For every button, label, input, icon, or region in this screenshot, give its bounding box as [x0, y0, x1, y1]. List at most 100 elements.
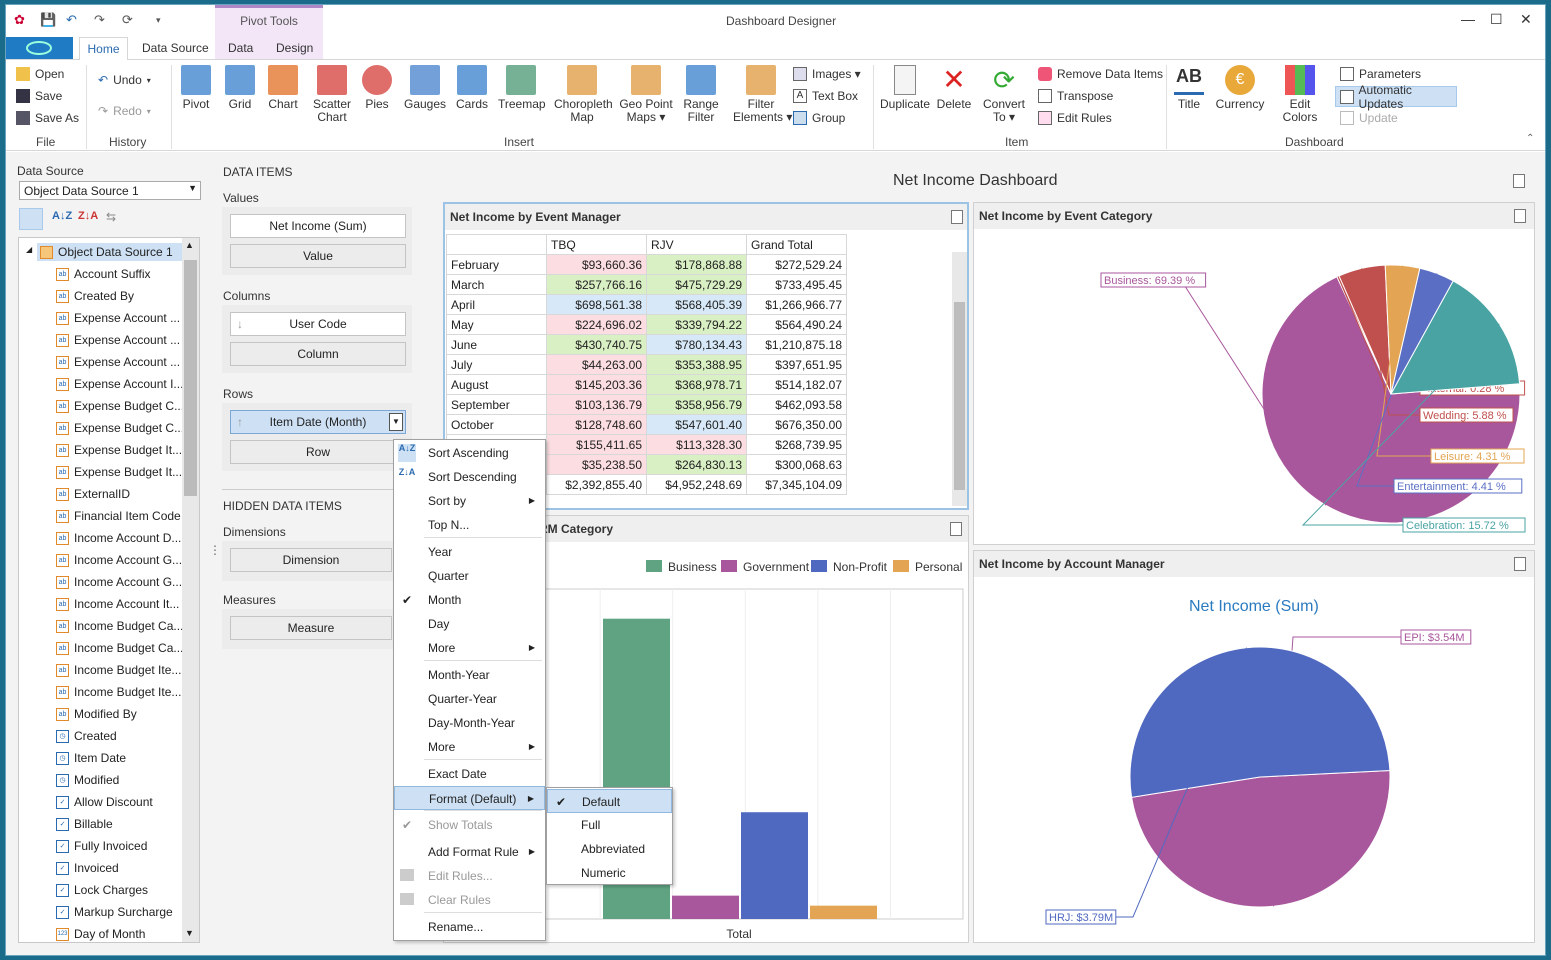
- chevron-down-icon[interactable]: ▼: [389, 413, 403, 431]
- insert-chart-button[interactable]: Chart: [266, 65, 300, 111]
- insert-grid-button[interactable]: Grid: [224, 65, 256, 111]
- automatic-updates-toggle[interactable]: Automatic Updates: [1335, 83, 1457, 111]
- expand-icon[interactable]: ◢: [26, 245, 33, 254]
- export-icon[interactable]: [1514, 557, 1526, 571]
- field-item[interactable]: ab Expense Budget It...: [56, 443, 182, 457]
- sort-az-icon[interactable]: A↓Z: [52, 210, 73, 222]
- redo-qat-icon[interactable]: ↷: [94, 12, 105, 27]
- menu-item-clear-rules[interactable]: Clear Rules: [394, 888, 545, 912]
- parameters-button[interactable]: Parameters: [1340, 67, 1421, 81]
- refresh-qat-icon[interactable]: ⟳: [122, 12, 133, 27]
- field-item[interactable]: ab Modified By: [56, 707, 137, 721]
- save-qat-icon[interactable]: 💾: [40, 12, 57, 27]
- field-item[interactable]: ✓ Markup Surcharge: [56, 905, 173, 919]
- duplicate-button[interactable]: Duplicate: [879, 65, 931, 111]
- format-option-abbreviated[interactable]: Abbreviated: [547, 837, 672, 861]
- menu-item-format-default[interactable]: Format (Default) ▶: [394, 786, 545, 810]
- export-icon[interactable]: [1513, 174, 1525, 188]
- menu-item-day-month-year[interactable]: Day-Month-Year: [394, 711, 545, 735]
- field-item[interactable]: ✓ Billable: [56, 817, 113, 831]
- menu-item-sort-descending[interactable]: Sort Descending Z↓A: [394, 465, 545, 489]
- field-item[interactable]: ◷ Created: [56, 729, 117, 743]
- field-item[interactable]: ab Account Suffix: [56, 267, 151, 281]
- currency-button[interactable]: € Currency: [1214, 65, 1266, 111]
- field-item[interactable]: ◷ Item Date: [56, 751, 126, 765]
- field-item[interactable]: ab Expense Budget C...: [56, 421, 184, 435]
- group-view-icon[interactable]: [19, 208, 43, 230]
- pivot-column-header[interactable]: [446, 234, 547, 255]
- convert-to-button[interactable]: ⟳ Convert To ▾: [981, 65, 1027, 124]
- delete-button[interactable]: ✕ Delete: [933, 65, 975, 111]
- edit-colors-button[interactable]: Edit Colors: [1272, 65, 1328, 124]
- insert-range-button[interactable]: Range Filter: [679, 65, 723, 124]
- menu-item-top-n[interactable]: Top N...: [394, 513, 545, 537]
- scrollbar-thumb[interactable]: [184, 260, 197, 496]
- field-item[interactable]: 123 Day of Month: [56, 927, 145, 941]
- field-item[interactable]: ab Income Budget Ite...: [56, 663, 181, 677]
- insert-pivot-button[interactable]: Pivot: [178, 65, 214, 111]
- menu-item-more[interactable]: More ▶: [394, 636, 545, 660]
- export-icon[interactable]: [950, 522, 962, 536]
- collapse-ribbon-icon[interactable]: ⌃: [1526, 133, 1535, 144]
- pivot-column-header[interactable]: Grand Total: [746, 234, 847, 255]
- field-item[interactable]: ab Income Account D...: [56, 531, 181, 545]
- splitter-grip-icon[interactable]: ⋮: [209, 543, 221, 557]
- menu-item-year[interactable]: Year: [394, 540, 545, 564]
- menu-item-add-format-rule[interactable]: Add Format Rule ▶: [394, 840, 545, 864]
- refresh-fields-icon[interactable]: ⇆: [106, 210, 117, 224]
- field-item[interactable]: ✓ Allow Discount: [56, 795, 153, 809]
- item-date-item[interactable]: ↑ Item Date (Month) ▼: [230, 410, 406, 434]
- open-button[interactable]: Open: [16, 67, 64, 81]
- transpose-button[interactable]: Transpose: [1038, 89, 1113, 103]
- menu-item-quarter[interactable]: Quarter: [394, 564, 545, 588]
- pivot-column-header[interactable]: RJV: [646, 234, 747, 255]
- insert-cards-button[interactable]: Cards: [455, 65, 489, 111]
- close-button[interactable]: ✕: [1520, 11, 1532, 27]
- column-placeholder[interactable]: Column: [230, 342, 406, 366]
- menu-item-sort-by[interactable]: Sort by ▶: [394, 489, 545, 513]
- scroll-down-icon[interactable]: ▼: [185, 928, 194, 938]
- export-icon[interactable]: [1514, 209, 1526, 223]
- dimension-placeholder[interactable]: Dimension: [230, 548, 392, 572]
- export-icon[interactable]: [951, 210, 963, 224]
- minimize-button[interactable]: —: [1461, 11, 1475, 27]
- field-item[interactable]: ab ExternalID: [56, 487, 130, 501]
- tab-data-source[interactable]: Data Source: [142, 41, 209, 55]
- format-option-default[interactable]: Default ✔: [547, 789, 672, 813]
- net-income-item[interactable]: Net Income (Sum): [230, 214, 406, 238]
- text-box-button[interactable]: A Text Box: [793, 89, 858, 103]
- pivot-column-header[interactable]: TBQ: [546, 234, 647, 255]
- tab-data[interactable]: Data: [228, 41, 254, 55]
- field-item[interactable]: ✓ Lock Charges: [56, 883, 148, 897]
- user-code-item[interactable]: ↓ User Code: [230, 312, 406, 336]
- group-button[interactable]: Group: [793, 111, 845, 125]
- title-button[interactable]: AB Title: [1169, 65, 1209, 111]
- field-item[interactable]: ✓ Invoiced: [56, 861, 119, 875]
- redo-button[interactable]: ↷ Redo ▾: [98, 104, 151, 118]
- save-button[interactable]: Save: [16, 89, 62, 103]
- field-item[interactable]: ab Created By: [56, 289, 134, 303]
- customize-qat-icon[interactable]: ▾: [156, 15, 161, 25]
- insert-geo-button[interactable]: Geo Point Maps ▾: [619, 65, 673, 124]
- field-item[interactable]: ab Expense Account ...: [56, 333, 180, 347]
- field-item[interactable]: ab Income Account G...: [56, 553, 182, 567]
- data-source-combo[interactable]: Object Data Source 1 ▼: [19, 181, 201, 200]
- field-item[interactable]: ab Expense Account I...: [56, 377, 183, 391]
- insert-choropleth-button[interactable]: Choropleth Map: [554, 65, 613, 124]
- menu-item-exact-date[interactable]: Exact Date: [394, 762, 545, 786]
- menu-item-rename[interactable]: Rename...: [394, 915, 545, 939]
- menu-item-more[interactable]: More ▶: [394, 735, 545, 759]
- menu-item-edit-rules[interactable]: Edit Rules...: [394, 864, 545, 888]
- file-tab[interactable]: [6, 37, 73, 59]
- menu-item-quarter-year[interactable]: Quarter-Year: [394, 687, 545, 711]
- tab-home[interactable]: Home: [79, 37, 128, 60]
- scrollbar-thumb[interactable]: [954, 302, 965, 490]
- chevron-down-icon[interactable]: ▼: [188, 183, 197, 193]
- tab-design[interactable]: Design: [276, 41, 314, 55]
- menu-item-month-year[interactable]: Month-Year: [394, 663, 545, 687]
- field-item[interactable]: ◷ Modified: [56, 773, 119, 787]
- update-button[interactable]: Update: [1340, 111, 1398, 125]
- field-item[interactable]: ab Expense Budget It...: [56, 465, 182, 479]
- field-item[interactable]: ab Income Account It...: [56, 597, 179, 611]
- value-placeholder[interactable]: Value: [230, 244, 406, 268]
